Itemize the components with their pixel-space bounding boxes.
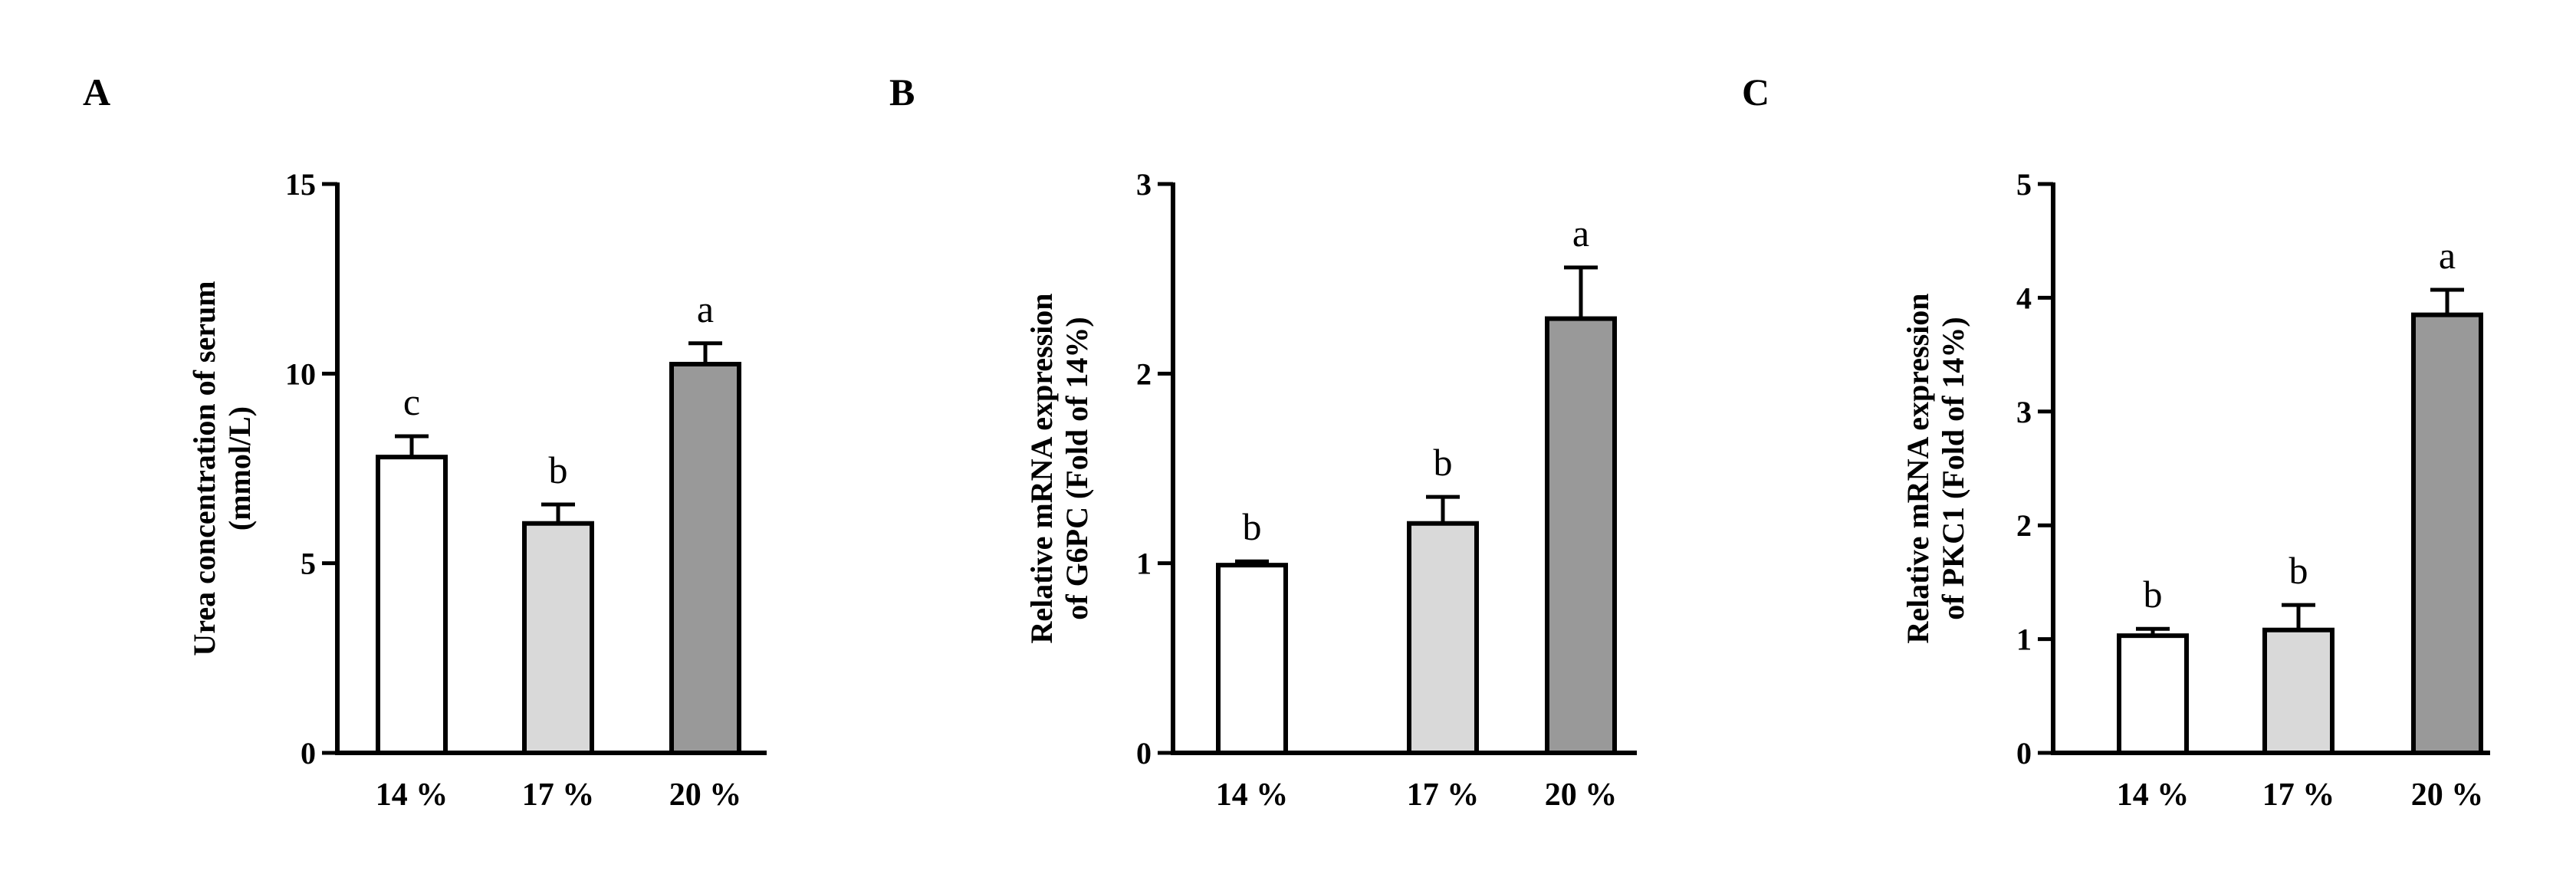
significance-label: b [2289, 549, 2308, 592]
y-tick-label: 2 [1136, 356, 1152, 391]
x-category-label: 20 % [1545, 777, 1618, 813]
x-category-label: 20 % [2411, 777, 2484, 813]
bar [1407, 521, 1479, 756]
significance-label: b [549, 449, 568, 491]
bar [669, 361, 741, 755]
panel-letter: C [1742, 71, 1769, 113]
y-tick-label: 5 [2016, 167, 2032, 202]
bar [2262, 627, 2334, 756]
bar [376, 455, 448, 755]
chart-panel-c: C 0 1 2 3 4 5 Relative mRNA expressionof PKC1 (… [1742, 71, 2490, 813]
y-tick-label: 3 [2016, 395, 2032, 429]
x-category-label: 17 % [1407, 777, 1480, 813]
y-tick-label: 1 [1136, 547, 1152, 581]
significance-label: b [2144, 573, 2163, 616]
x-category-label: 17 % [522, 777, 595, 813]
bar [2411, 312, 2483, 756]
x-category-label: 20 % [669, 777, 742, 813]
y-axis-label-line: of PKC1 (Fold of 14%) [1936, 317, 1970, 620]
chart-panel-a: A 0 5 10 15 Urea concentration of serum(mmol/… [83, 71, 767, 813]
y-axis-label-line: of G6PC (Fold of 14%) [1060, 317, 1094, 620]
panel-letter: B [889, 71, 915, 113]
bar [2117, 633, 2189, 756]
y-tick-label: 4 [2016, 281, 2032, 315]
significance-label: b [1243, 505, 1262, 548]
y-tick-label: 0 [301, 736, 316, 770]
significance-label: c [403, 380, 420, 423]
significance-label: b [1434, 441, 1453, 484]
x-category-label: 14 % [376, 777, 449, 813]
chart-panel-b: B 0 1 2 3 Relative mRNA expressionof G6PC (Fo… [889, 71, 1637, 813]
y-axis-label: Relative mRNA expressionof G6PC (Fold of… [1024, 294, 1094, 644]
bar [1216, 563, 1288, 756]
y-tick-label: 3 [1136, 167, 1152, 202]
y-tick-label: 0 [2016, 736, 2032, 770]
y-tick-label: 15 [285, 167, 316, 202]
significance-label: a [697, 288, 714, 330]
y-axis-label-line: (mmol/L) [222, 406, 257, 531]
significance-label: a [2439, 234, 2456, 277]
significance-label: a [1572, 212, 1589, 255]
y-tick-label: 10 [285, 356, 316, 391]
panel-letter: A [83, 71, 110, 113]
bar [522, 521, 594, 756]
bar [1545, 316, 1617, 755]
y-axis-label-line: Relative mRNA expression [1024, 294, 1059, 644]
x-category-label: 17 % [2262, 777, 2335, 813]
y-tick-label: 0 [1136, 736, 1152, 770]
y-axis-label-line: Urea concentration of serum [187, 281, 222, 656]
x-category-label: 14 % [2117, 777, 2190, 813]
x-category-label: 14 % [1216, 777, 1289, 813]
y-axis-label: Urea concentration of serum(mmol/L) [187, 281, 257, 656]
y-tick-label: 5 [301, 547, 316, 581]
y-axis-label: Relative mRNA expressionof PKC1 (Fold of… [1901, 294, 1970, 644]
y-tick-label: 1 [2016, 623, 2032, 657]
y-tick-label: 2 [2016, 508, 2032, 543]
y-axis-label-line: Relative mRNA expression [1901, 294, 1935, 644]
